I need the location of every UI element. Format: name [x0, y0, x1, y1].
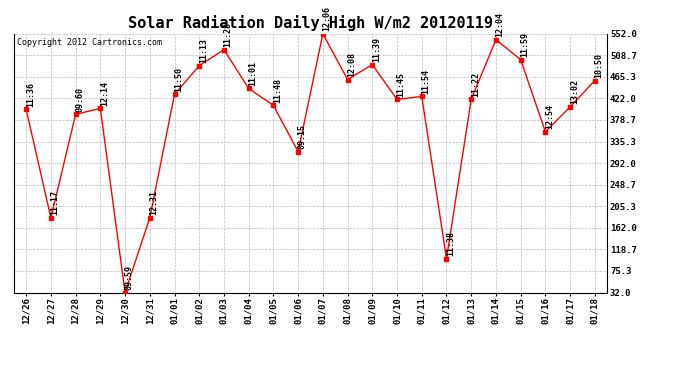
- Text: 11:17: 11:17: [50, 190, 59, 215]
- Text: 11:39: 11:39: [372, 37, 381, 62]
- Text: 09:59: 09:59: [125, 265, 134, 290]
- Text: Copyright 2012 Cartronics.com: Copyright 2012 Cartronics.com: [17, 38, 161, 46]
- Text: 11:28: 11:28: [224, 22, 233, 47]
- Text: 12:54: 12:54: [545, 104, 554, 129]
- Text: 11:48: 11:48: [273, 78, 282, 103]
- Text: 12:06: 12:06: [322, 6, 331, 31]
- Text: 10:50: 10:50: [595, 53, 604, 78]
- Text: 12:04: 12:04: [495, 12, 504, 37]
- Text: 11:01: 11:01: [248, 61, 257, 86]
- Text: 11:36: 11:36: [26, 82, 34, 106]
- Text: 09:60: 09:60: [75, 87, 84, 112]
- Text: 11:54: 11:54: [422, 69, 431, 94]
- Text: 12:08: 12:08: [347, 52, 356, 77]
- Text: 11:13: 11:13: [199, 38, 208, 63]
- Text: 11:59: 11:59: [520, 32, 529, 57]
- Text: 11:50: 11:50: [174, 67, 183, 92]
- Text: 09:15: 09:15: [298, 124, 307, 149]
- Text: 12:31: 12:31: [150, 190, 159, 215]
- Text: 11:38: 11:38: [446, 231, 455, 256]
- Text: 11:22: 11:22: [471, 72, 480, 97]
- Text: 11:45: 11:45: [397, 72, 406, 97]
- Text: 12:14: 12:14: [100, 81, 109, 106]
- Title: Solar Radiation Daily High W/m2 20120119: Solar Radiation Daily High W/m2 20120119: [128, 15, 493, 31]
- Text: 13:02: 13:02: [570, 79, 579, 104]
